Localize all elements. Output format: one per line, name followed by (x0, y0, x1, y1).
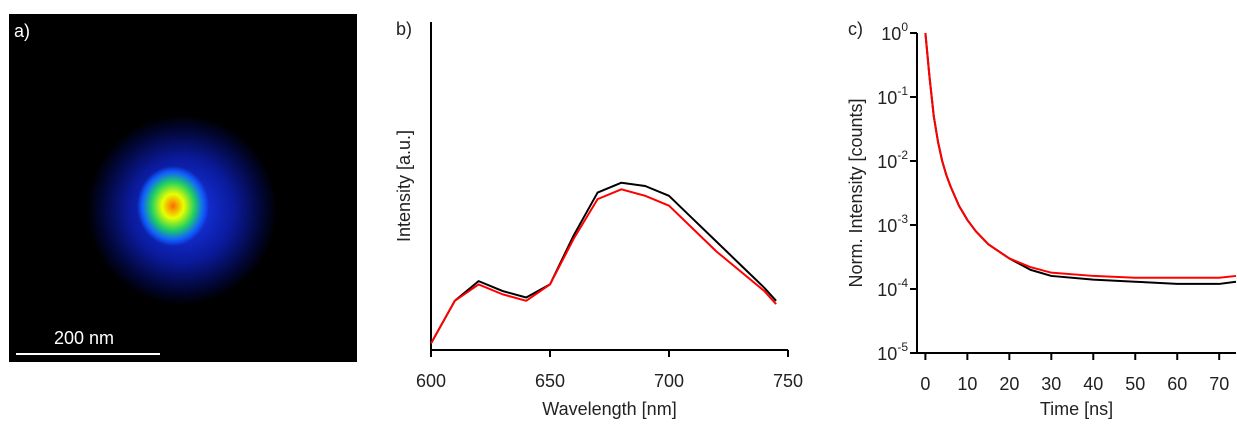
series-line (430, 181, 777, 344)
axis-line (430, 22, 788, 351)
series-line (924, 32, 1237, 285)
scale-bar-label: 200 nm (54, 328, 114, 348)
x-tick-label: 60 (1167, 374, 1187, 394)
x-tick-label: 70 (1209, 374, 1229, 394)
y-tick-label: 10-1 (877, 84, 908, 108)
panel-label: c) (848, 19, 863, 39)
y-tick-label: 100 (881, 20, 908, 44)
x-tick-label: 20 (999, 374, 1019, 394)
series-line (430, 188, 777, 344)
image-core (137, 166, 209, 246)
x-axis-label: Time [ns] (1040, 399, 1113, 419)
panel-label: a) (14, 21, 30, 41)
axis-line (916, 33, 1236, 354)
x-tick-label: 50 (1125, 374, 1145, 394)
y-tick-label: 10-2 (877, 148, 908, 172)
x-tick-label: 0 (920, 374, 930, 394)
series-line (924, 32, 1237, 279)
y-tick-label: 10-3 (877, 212, 908, 236)
y-tick-label: 10-4 (877, 276, 908, 300)
y-axis-label: Norm. Intensity [counts] (846, 98, 866, 287)
x-tick-label: 30 (1041, 374, 1061, 394)
x-tick-label: 700 (654, 371, 684, 391)
image-panel: a) 200 nm (9, 14, 357, 362)
x-tick-label: 40 (1083, 374, 1103, 394)
x-axis-label: Wavelength [nm] (542, 399, 676, 419)
y-axis-label: Intensity [a.u.] (394, 130, 414, 242)
x-tick-label: 650 (535, 371, 565, 391)
x-tick-label: 600 (416, 371, 446, 391)
x-tick-label: 750 (773, 371, 803, 391)
panel-label: b) (396, 19, 412, 39)
y-tick-label: 10-5 (877, 340, 908, 364)
x-tick-label: 10 (957, 374, 977, 394)
